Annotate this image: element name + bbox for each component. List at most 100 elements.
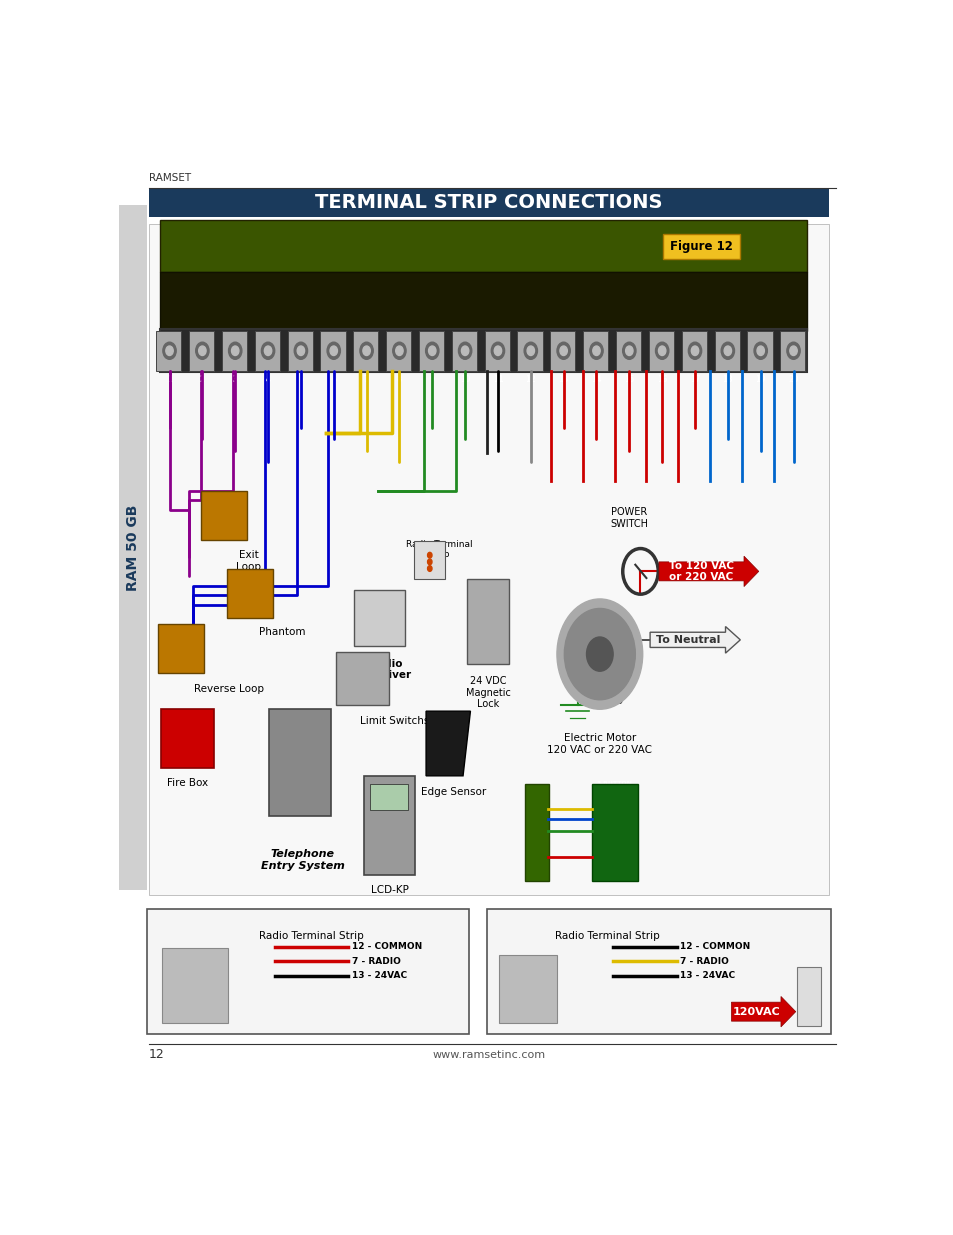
Circle shape [427, 566, 432, 572]
FancyBboxPatch shape [524, 784, 548, 882]
Text: 7 - RADIO: 7 - RADIO [679, 957, 728, 966]
Circle shape [362, 346, 370, 356]
Circle shape [655, 342, 668, 359]
FancyBboxPatch shape [162, 948, 228, 1023]
Circle shape [720, 342, 734, 359]
FancyBboxPatch shape [386, 331, 411, 370]
Text: 12: 12 [149, 1049, 165, 1061]
Circle shape [461, 346, 468, 356]
Circle shape [294, 342, 307, 359]
Text: Fire Box: Fire Box [167, 778, 208, 788]
Polygon shape [426, 711, 470, 776]
Text: 9: 9 [429, 374, 435, 384]
Circle shape [589, 342, 602, 359]
Text: 17: 17 [689, 374, 700, 384]
Text: 24 VDC
Magnetic
Lock: 24 VDC Magnetic Lock [465, 676, 510, 709]
Circle shape [393, 342, 406, 359]
Text: RAM 50 GB: RAM 50 GB [126, 504, 140, 590]
Text: 13 - 24VAC: 13 - 24VAC [679, 971, 734, 981]
Text: To Neutral: To Neutral [655, 635, 720, 645]
Text: Radio Terminal Strip: Radio Terminal Strip [555, 931, 659, 941]
Text: Edge Sensor: Edge Sensor [420, 787, 485, 798]
FancyBboxPatch shape [269, 709, 331, 816]
Circle shape [688, 342, 700, 359]
Circle shape [691, 346, 698, 356]
Text: 10: 10 [459, 374, 470, 384]
Text: 3-BUTTON: 3-BUTTON [596, 781, 632, 785]
Text: Electric Motor
120 VAC or 220 VAC: Electric Motor 120 VAC or 220 VAC [547, 734, 652, 755]
Text: Reverse Loop: Reverse Loop [193, 684, 263, 694]
Text: 14: 14 [591, 374, 601, 384]
FancyBboxPatch shape [582, 331, 608, 370]
Text: 12 - COMMON: 12 - COMMON [679, 942, 749, 951]
Circle shape [625, 346, 633, 356]
Circle shape [622, 342, 636, 359]
Text: 120VAC: 120VAC [732, 1007, 780, 1016]
Text: Figure 12: Figure 12 [670, 240, 733, 253]
Circle shape [427, 559, 432, 564]
FancyBboxPatch shape [320, 331, 345, 370]
FancyBboxPatch shape [414, 541, 445, 579]
Circle shape [330, 346, 337, 356]
FancyBboxPatch shape [147, 909, 469, 1034]
Text: Radio Terminal Strip: Radio Terminal Strip [259, 931, 363, 941]
FancyBboxPatch shape [484, 331, 509, 370]
FancyBboxPatch shape [254, 331, 279, 370]
FancyBboxPatch shape [160, 329, 806, 372]
FancyBboxPatch shape [591, 784, 637, 882]
Text: 18: 18 [721, 374, 733, 384]
FancyBboxPatch shape [714, 331, 739, 370]
FancyBboxPatch shape [353, 331, 378, 370]
FancyBboxPatch shape [780, 331, 804, 370]
FancyBboxPatch shape [662, 233, 740, 258]
Circle shape [523, 342, 537, 359]
Text: 12: 12 [525, 374, 536, 384]
Text: 4: 4 [265, 374, 271, 384]
Circle shape [327, 342, 340, 359]
Text: RAMSET: RAMSET [149, 173, 191, 183]
Circle shape [428, 346, 436, 356]
Circle shape [166, 346, 173, 356]
Circle shape [491, 342, 504, 359]
FancyBboxPatch shape [550, 331, 575, 370]
Circle shape [232, 346, 238, 356]
FancyBboxPatch shape [335, 652, 389, 705]
FancyBboxPatch shape [364, 776, 415, 874]
Text: 8: 8 [396, 374, 402, 384]
FancyBboxPatch shape [160, 272, 806, 331]
Circle shape [789, 346, 797, 356]
FancyBboxPatch shape [370, 784, 408, 810]
FancyBboxPatch shape [227, 568, 273, 618]
Circle shape [723, 346, 731, 356]
FancyBboxPatch shape [418, 331, 444, 370]
FancyBboxPatch shape [222, 331, 247, 370]
Text: 1: 1 [167, 374, 172, 384]
Text: 6: 6 [331, 374, 336, 384]
Circle shape [458, 342, 472, 359]
FancyBboxPatch shape [119, 205, 147, 890]
Circle shape [559, 346, 567, 356]
Text: 7 - RADIO: 7 - RADIO [352, 957, 400, 966]
Circle shape [427, 552, 432, 558]
FancyBboxPatch shape [746, 331, 772, 370]
FancyBboxPatch shape [149, 188, 828, 216]
Text: ACCESS: ACCESS [171, 740, 203, 748]
Text: 16: 16 [657, 374, 667, 384]
Circle shape [592, 346, 599, 356]
FancyBboxPatch shape [149, 225, 828, 894]
Text: Telephone
Entry System: Telephone Entry System [260, 848, 344, 871]
FancyBboxPatch shape [287, 331, 313, 370]
FancyBboxPatch shape [354, 590, 405, 646]
Text: 12 - COMMON: 12 - COMMON [352, 942, 422, 951]
FancyBboxPatch shape [486, 909, 830, 1034]
Text: 13: 13 [558, 374, 568, 384]
Text: TERMINAL STRIP CONNECTIONS: TERMINAL STRIP CONNECTIONS [314, 193, 662, 212]
Circle shape [229, 342, 242, 359]
Text: LCD-KP: LCD-KP [371, 885, 409, 895]
Text: 20: 20 [787, 374, 798, 384]
Text: Radio Terminal
Strip: Radio Terminal Strip [406, 540, 472, 559]
Circle shape [527, 346, 534, 356]
FancyBboxPatch shape [156, 331, 181, 370]
Circle shape [786, 342, 800, 359]
Circle shape [557, 599, 642, 709]
